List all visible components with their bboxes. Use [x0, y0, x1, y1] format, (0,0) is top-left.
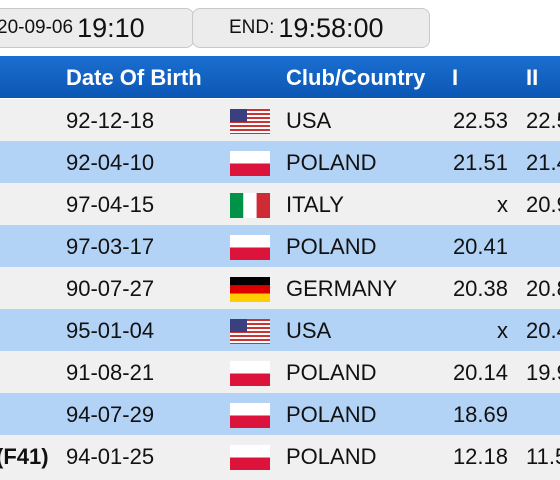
- table-row[interactable]: 95-01-04 USA x 20.4: [0, 309, 560, 351]
- round-1-result: x: [497, 318, 508, 343]
- usa-flag-icon: [230, 319, 270, 344]
- table-row[interactable]: 92-04-10 POLAND 21.51 21.4: [0, 141, 560, 183]
- round-1-result: 18.69: [452, 402, 508, 427]
- table-row[interactable]: 94-07-29 POLAND 18.69: [0, 393, 560, 435]
- start-time-box: 20-09-06 19:10: [0, 8, 194, 48]
- country: POLAND: [286, 234, 377, 259]
- round-2-result: 20.4: [526, 318, 560, 343]
- date-of-birth: 95-01-04: [66, 318, 155, 343]
- table-row[interactable]: 97-04-15 ITALY x 20.9: [0, 183, 560, 225]
- table-row[interactable]: 97-03-17 POLAND 20.41: [0, 225, 560, 267]
- table-row[interactable]: 92-12-18 USA 22.53 22.5: [0, 99, 560, 141]
- round-1-result: 20.14: [452, 360, 508, 385]
- country: POLAND: [286, 402, 377, 427]
- end-time-box: END: 19:58:00: [192, 8, 430, 48]
- start-date: 20-09-06: [0, 17, 74, 38]
- start-time: 19:10: [77, 12, 145, 43]
- table-row[interactable]: 90-07-27 GERMANY 20.38 20.8: [0, 267, 560, 309]
- italy-flag-icon: [230, 193, 270, 218]
- round-1-result: 20.41: [452, 234, 508, 259]
- class-label: (F41): [0, 444, 49, 469]
- poland-flag-icon: [230, 235, 270, 260]
- date-of-birth: 92-04-10: [66, 150, 155, 175]
- header-round-2: II: [526, 65, 539, 90]
- end-label: END:: [229, 17, 275, 38]
- usa-flag-icon: [230, 109, 270, 134]
- country: USA: [286, 108, 332, 133]
- country: GERMANY: [286, 276, 398, 301]
- date-of-birth: 97-03-17: [66, 234, 155, 259]
- country: ITALY: [286, 192, 344, 217]
- poland-flag-icon: [230, 151, 270, 176]
- header-club-country: Club/Country: [286, 65, 426, 90]
- date-of-birth: 94-07-29: [66, 402, 155, 427]
- round-2-result: 21.4: [526, 150, 560, 175]
- date-of-birth: 97-04-15: [66, 192, 155, 217]
- results-table-header: Date Of Birth Club/Country I II: [0, 56, 560, 98]
- date-of-birth: 94-01-25: [66, 444, 155, 469]
- table-row[interactable]: 91-08-21 POLAND 20.14 19.9: [0, 351, 560, 393]
- country: POLAND: [286, 360, 377, 385]
- date-of-birth: 92-12-18: [66, 108, 155, 133]
- round-1-result: 20.38: [452, 276, 508, 301]
- country: POLAND: [286, 444, 377, 469]
- round-2-result: 22.5: [526, 108, 560, 133]
- poland-flag-icon: [230, 445, 270, 470]
- end-time: 19:58:00: [278, 12, 384, 43]
- header-date-of-birth: Date Of Birth: [66, 65, 202, 90]
- round-2-result: 20.8: [526, 276, 560, 301]
- poland-flag-icon: [230, 403, 270, 428]
- date-of-birth: 91-08-21: [66, 360, 155, 385]
- round-1-result: 12.18: [452, 444, 508, 469]
- country: USA: [286, 318, 332, 343]
- round-1-result: x: [497, 192, 508, 217]
- poland-flag-icon: [230, 361, 270, 386]
- round-1-result: 21.51: [452, 150, 508, 175]
- round-1-result: 22.53: [452, 108, 508, 133]
- table-row[interactable]: (F41) 94-01-25 POLAND 12.18 11.5: [0, 435, 560, 480]
- date-of-birth: 90-07-27: [66, 276, 155, 301]
- round-2-result: 11.5: [526, 444, 560, 469]
- round-2-result: 20.9: [526, 192, 560, 217]
- header-round-1: I: [452, 65, 459, 90]
- germany-flag-icon: [230, 277, 270, 302]
- round-2-result: 19.9: [526, 360, 560, 385]
- country: POLAND: [286, 150, 377, 175]
